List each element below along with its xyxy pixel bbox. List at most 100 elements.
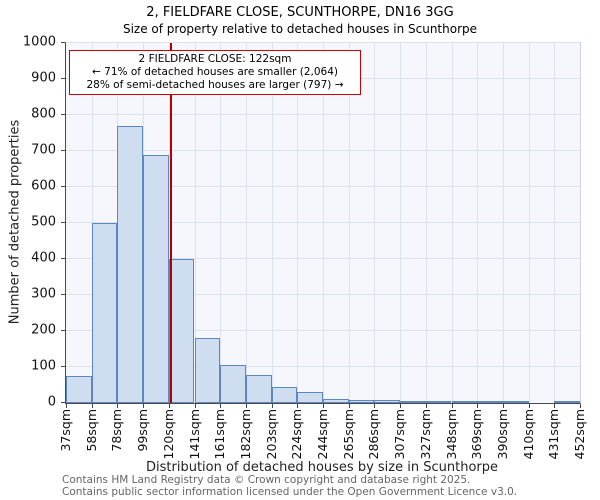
x-tick-mark — [91, 404, 93, 408]
y-tick-label: 400 — [31, 250, 56, 266]
histogram-bar — [425, 401, 452, 403]
histogram-bar — [271, 386, 298, 403]
x-tick-mark — [374, 404, 376, 408]
histogram-bar — [143, 154, 169, 403]
y-tick-label: 700 — [31, 142, 56, 158]
histogram-bar — [554, 401, 580, 403]
x-tick-mark — [502, 404, 504, 408]
y-tick-label: 1000 — [22, 34, 56, 50]
x-tick-label: 37sqm — [58, 409, 73, 452]
x-tick-mark — [323, 404, 324, 408]
x-tick-label: 410sqm — [520, 409, 536, 460]
x-tick-mark — [400, 404, 402, 408]
x-tick-label: 78sqm — [109, 409, 125, 452]
histogram-bar — [91, 223, 118, 403]
x-tick-label: 286sqm — [366, 409, 382, 460]
x-tick-mark — [143, 404, 145, 408]
x-tick-label: 120sqm — [160, 409, 176, 460]
y-axis-tick-labels: 0 100 200 300 400 500 600 700 800 900 1000 — [0, 35, 65, 410]
histogram-bar — [323, 398, 349, 403]
gridline-vertical — [425, 43, 427, 403]
y-tick-label: 200 — [31, 322, 56, 338]
y-tick-label: 0 — [47, 394, 56, 410]
x-tick-mark — [425, 404, 427, 408]
gridline-vertical — [374, 43, 376, 403]
x-tick-label: 224sqm — [289, 409, 305, 460]
histogram-bar — [451, 401, 478, 403]
gridline-vertical — [168, 43, 170, 403]
y-tick-label: 800 — [31, 106, 56, 122]
annotation-property-line: 2 FIELDFARE CLOSE: 122sqm — [138, 53, 292, 65]
y-tick-mark — [61, 78, 65, 79]
y-tick-label: 500 — [31, 214, 56, 230]
y-tick-mark — [61, 366, 65, 367]
x-tick-label: 58sqm — [83, 409, 99, 452]
y-tick-mark — [61, 150, 65, 151]
x-tick-mark — [117, 404, 119, 408]
license-footer: Contains HM Land Registry data © Crown c… — [62, 474, 518, 498]
x-tick-mark — [554, 404, 556, 408]
histogram-bar — [374, 400, 401, 403]
x-tick-mark — [528, 404, 530, 408]
x-tick-mark — [477, 404, 479, 408]
annotation-smaller-line: ← 71% of detached houses are smaller (2,… — [92, 66, 338, 78]
histogram-bar — [194, 338, 221, 403]
x-tick-mark — [297, 404, 299, 408]
y-tick-label: 100 — [31, 358, 56, 374]
x-tick-mark — [194, 404, 196, 408]
y-tick-mark — [61, 114, 65, 115]
x-tick-label: 348sqm — [443, 409, 459, 460]
gridline-vertical — [348, 43, 350, 403]
x-tick-mark — [66, 404, 67, 408]
gridline-vertical — [297, 43, 299, 403]
y-tick-mark — [61, 222, 65, 223]
x-tick-mark — [220, 404, 222, 408]
gridline-vertical — [245, 43, 247, 403]
y-tick-label: 600 — [31, 178, 56, 194]
gridline-vertical — [323, 43, 324, 403]
histogram-bar — [348, 400, 375, 403]
annotation-larger-line: 28% of semi-detached houses are larger (… — [86, 79, 344, 91]
gridline-vertical — [502, 43, 504, 403]
x-tick-label: 307sqm — [392, 409, 408, 460]
x-tick-mark — [451, 404, 453, 408]
gridline-vertical — [554, 43, 556, 403]
x-tick-mark — [580, 404, 581, 408]
histogram-bar — [117, 125, 144, 403]
x-axis-label: Distribution of detached houses by size … — [146, 460, 498, 475]
x-tick-label: 182sqm — [237, 409, 253, 460]
x-tick-label: 203sqm — [263, 409, 279, 460]
y-tick-label: 900 — [31, 70, 56, 86]
plot-area: 2 FIELDFARE CLOSE: 122sqm ← 71% of detac… — [61, 42, 581, 408]
x-tick-label: 431sqm — [546, 409, 562, 460]
y-tick-mark — [61, 258, 65, 259]
histogram-bar — [477, 401, 503, 403]
x-tick-label: 327sqm — [417, 409, 433, 460]
gridline-vertical — [400, 43, 402, 403]
histogram-bar — [66, 376, 92, 403]
y-tick-mark — [61, 294, 65, 295]
chart-title: 2, FIELDFARE CLOSE, SCUNTHORPE, DN16 3GG — [146, 5, 454, 20]
x-tick-label: 452sqm — [572, 409, 587, 460]
gridline-horizontal — [66, 42, 580, 43]
footer-open-government-licence: Contains public sector information licen… — [62, 485, 518, 498]
gridline-vertical — [271, 43, 273, 403]
x-tick-label: 244sqm — [315, 409, 330, 460]
gridline-vertical — [528, 43, 530, 403]
x-tick-mark — [168, 404, 170, 408]
x-tick-label: 369sqm — [469, 409, 485, 460]
histogram-bar — [297, 392, 323, 403]
gridline-vertical — [220, 43, 222, 403]
property-size-marker-line — [170, 43, 173, 403]
y-tick-label: 300 — [31, 286, 56, 302]
gridline-vertical — [477, 43, 479, 403]
x-tick-label: 390sqm — [494, 409, 510, 460]
annotation-box: 2 FIELDFARE CLOSE: 122sqm ← 71% of detac… — [69, 50, 361, 95]
histogram-bar — [245, 374, 272, 403]
y-tick-mark — [61, 42, 65, 43]
x-tick-label: 99sqm — [135, 409, 151, 452]
footer-hm-land-registry: Contains HM Land Registry data © Crown c… — [62, 474, 471, 486]
x-tick-mark — [348, 404, 350, 408]
x-tick-label: 141sqm — [186, 409, 202, 460]
